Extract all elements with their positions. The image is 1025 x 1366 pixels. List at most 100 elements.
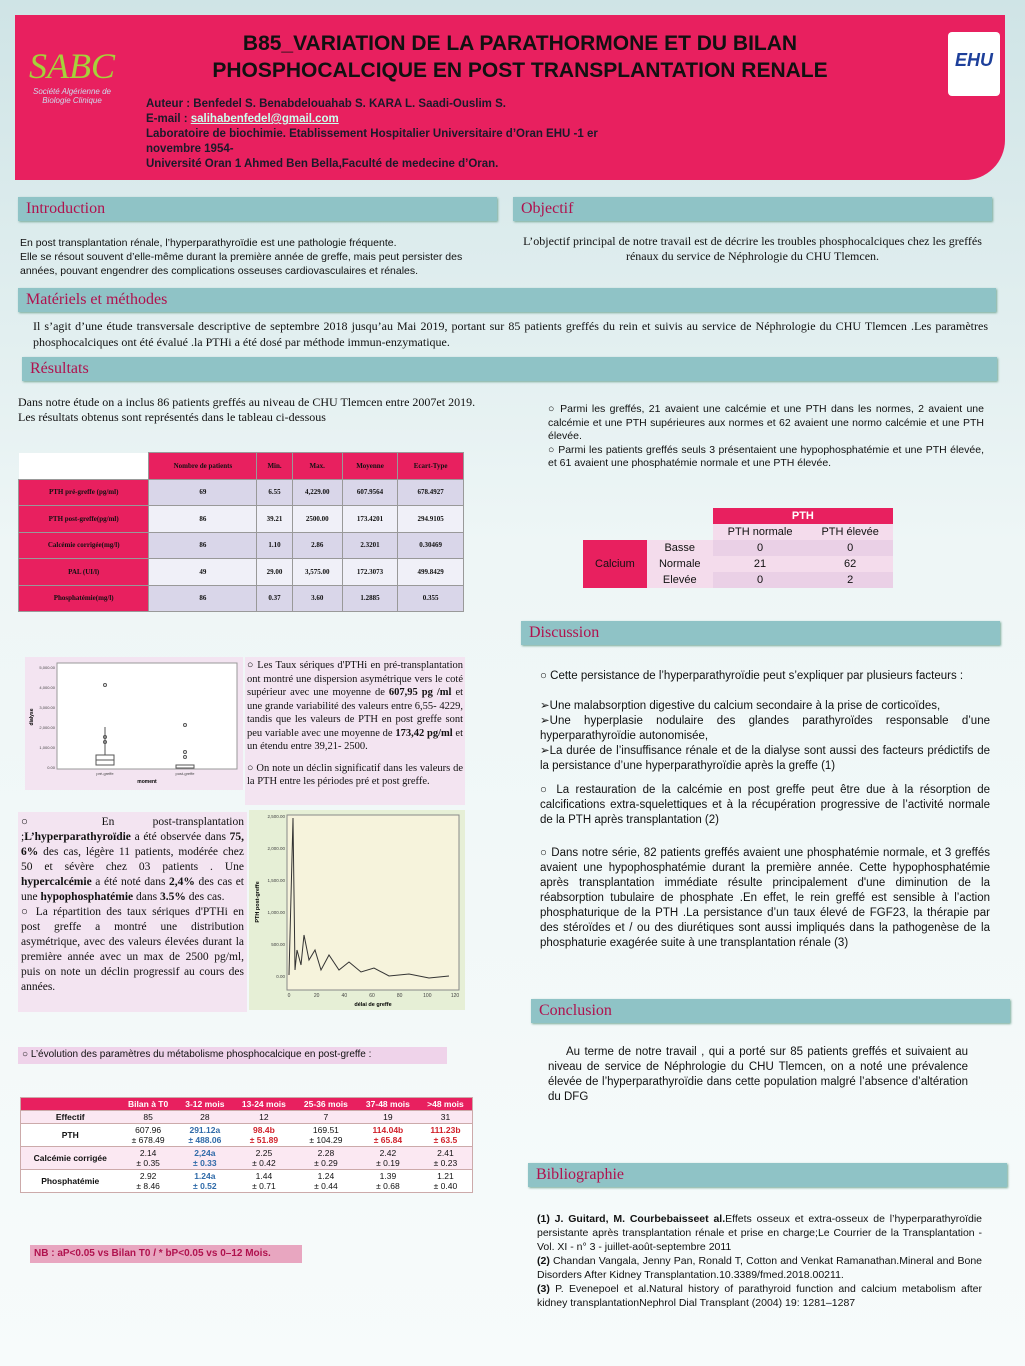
x-tick-label: 60	[369, 993, 375, 999]
cell: 607.96 ± 678.49	[119, 1123, 177, 1147]
table-row: Calcium Basse 0 0	[583, 540, 893, 588]
logo-sub: Biologie Clinique	[42, 96, 102, 105]
group-cell: Calcium	[583, 540, 647, 588]
y-tick-label: 3,000.00	[39, 705, 55, 710]
email[interactable]: salihabenfedel@gmail.com	[190, 113, 339, 125]
x-tick-label: post-greffe	[175, 771, 195, 776]
sd: ± 0.40	[433, 1181, 458, 1191]
header-row: Nombre de patients Min. Max. Moyenne Ecart-T…	[18, 452, 464, 480]
column-header: >48 mois	[418, 1097, 473, 1111]
boxplot-figure: 0.00 1,000.00 2,000.00 3,000.00 4,000.00 5,00…	[25, 657, 243, 790]
paragraph: ○ Les Taux sériques d'PTHi en pré-transp…	[247, 659, 463, 754]
y-tick-label: 5,000.00	[39, 665, 55, 670]
text: a été observée dans	[130, 831, 230, 843]
paragraph: ○ Parmi les greffés, 21 avaient une calc…	[548, 403, 984, 442]
text: a été noté dans	[91, 876, 170, 888]
column-header: PTH élevée	[807, 524, 893, 540]
cell: 1.10	[256, 531, 293, 559]
cell: 1.2885	[341, 584, 399, 612]
paragraph: ➢Une malabsorption digestive du calcium …	[540, 700, 941, 712]
table-row: Calcémie corrigée(mg/l) 86 1.10 2.86 2.3201 0…	[17, 531, 464, 559]
cell: 29.00	[256, 558, 293, 586]
table-row: Elevée 0 2	[583, 572, 893, 588]
x-axis-title: moment	[137, 779, 157, 785]
y-tick-label: 1,000.00	[267, 910, 285, 915]
text: (3)	[537, 1283, 550, 1295]
cell: 2.86	[291, 531, 343, 559]
logo-text: EHU	[954, 50, 993, 70]
header	[15, 15, 1005, 180]
cell: 21	[712, 556, 808, 572]
y-tick-label: 1,000.00	[39, 745, 55, 750]
cell: 294.9105	[397, 505, 464, 533]
pth-table: PTH PTH normale PTH élevée Calcium Basse 0 0 No…	[583, 508, 893, 588]
cell: 2.92 ± 8.46	[119, 1169, 177, 1193]
cell: 2.25 ± 0.42	[232, 1146, 295, 1170]
table-row: PTH 607.96 ± 678.49 291.12a ± 488.06 98.4b ± 5…	[20, 1123, 473, 1147]
column-header: Nombre de patients	[148, 452, 258, 480]
reference: (3) P. Evenepoel et al.Natural history o…	[537, 1282, 982, 1310]
cell: 0.355	[397, 584, 464, 612]
mean: 98.4b	[253, 1125, 275, 1135]
box	[175, 764, 195, 769]
row-header: Phosphatémie	[20, 1169, 120, 1193]
table-row: Phosphatémie(mg/l) 86 0.37 3.60 1.2885 0.355	[17, 584, 464, 612]
mean: 2,24a	[194, 1148, 216, 1158]
results-intro: Dans notre étude on a inclus 86 patients…	[18, 395, 478, 425]
column-header: 25-36 mois	[294, 1097, 357, 1111]
email-line: E-mail : salihabenfedel@gmail.com	[146, 112, 666, 127]
note: NB : aP<0.05 vs Bilan T0 / * bP<0.05 vs …	[30, 1245, 302, 1263]
affiliation: Université Oran 1 Ahmed Ben Bella,Facult…	[146, 158, 499, 170]
pth-text: ○ Les Taux sériques d'PTHi en pré-transp…	[245, 657, 465, 805]
section-title: Objectif	[513, 197, 992, 221]
cell: 173.4201	[341, 505, 399, 533]
text: des cas, légère 11 patients, modérée che…	[21, 846, 244, 873]
email-label: E-mail :	[146, 113, 188, 125]
sd: ± 0.19	[376, 1158, 400, 1168]
sd: ± 65.84	[373, 1135, 403, 1145]
text: hypercalcémie	[21, 876, 92, 888]
text: Effets osseux et extra-osseux de l’hyper…	[537, 1213, 982, 1253]
logo-text: SABC	[29, 46, 115, 86]
sd: ± 104.29	[309, 1135, 343, 1145]
table-row: PTH post-greffe(pg/ml) 86 39.21 2500.00 173.…	[17, 505, 464, 533]
x-tick-label: 20	[314, 993, 320, 999]
cell: 98.4b ± 51.89	[232, 1123, 295, 1147]
paragraph: ○ En post-transplantation ;L’hyperparath…	[21, 815, 244, 905]
mean: 1.44	[255, 1171, 273, 1181]
sd: ± 0.44	[314, 1181, 338, 1191]
title-line: PHOSPHOCALCIQUE EN POST TRANSPLANTATION …	[212, 59, 828, 82]
cell: 607.9564	[341, 478, 399, 506]
cell: 3.60	[291, 584, 343, 612]
sd: ± 0.42	[252, 1158, 276, 1168]
text: 2,4%	[169, 876, 195, 888]
evolution-table: Bilan à T0 3-12 mois 13-24 mois 25-36 mois 3…	[20, 1097, 473, 1193]
header-row: Bilan à T0 3-12 mois 13-24 mois 25-36 mois 3…	[20, 1097, 473, 1111]
mean: 2.28	[317, 1148, 335, 1158]
paragraph: ○ La répartition des taux sériques d'PTH…	[21, 906, 244, 993]
section-title: Bibliographie	[528, 1163, 1007, 1187]
cell: 86	[148, 531, 258, 559]
y-tick-label: 1,500.00	[267, 878, 285, 883]
cell: 1.24 ± 0.44	[294, 1169, 357, 1193]
mean: 291.12a	[189, 1125, 221, 1135]
sd: ± 0.68	[376, 1181, 400, 1191]
y-axis-title: PTH post-greffe	[255, 881, 261, 922]
discussion-text: ○ Cette persistance de l’hyperparathyroï…	[540, 669, 990, 951]
column-header: Max.	[291, 452, 343, 480]
outlier	[183, 750, 187, 754]
methodes-text: Il s’agit d’une étude transversale descr…	[33, 319, 988, 349]
table-row: Calcémie corrigée 2.14 ± 0.35 2,24a ± 0.33 2.…	[20, 1146, 473, 1170]
outlier	[103, 735, 107, 739]
row-header: PTH	[20, 1123, 120, 1147]
cell: 28	[176, 1110, 233, 1124]
cell: 85	[119, 1110, 177, 1124]
author-line: Auteur : Benfedel S. Benabdelouahab S. K…	[146, 98, 506, 110]
cell: 114.04b ± 65.84	[356, 1123, 419, 1147]
row-header: Phosphatémie(mg/l)	[17, 584, 150, 612]
column-header: Bilan à T0	[119, 1097, 177, 1111]
mean: 1.21	[437, 1171, 454, 1181]
cell: 39.21	[256, 505, 293, 533]
paragraph: Elle se résout souvent d’elle-même duran…	[20, 251, 463, 277]
bibliography: (1) J. Guitard, M. Courbebaisseet al.Eff…	[537, 1212, 982, 1310]
